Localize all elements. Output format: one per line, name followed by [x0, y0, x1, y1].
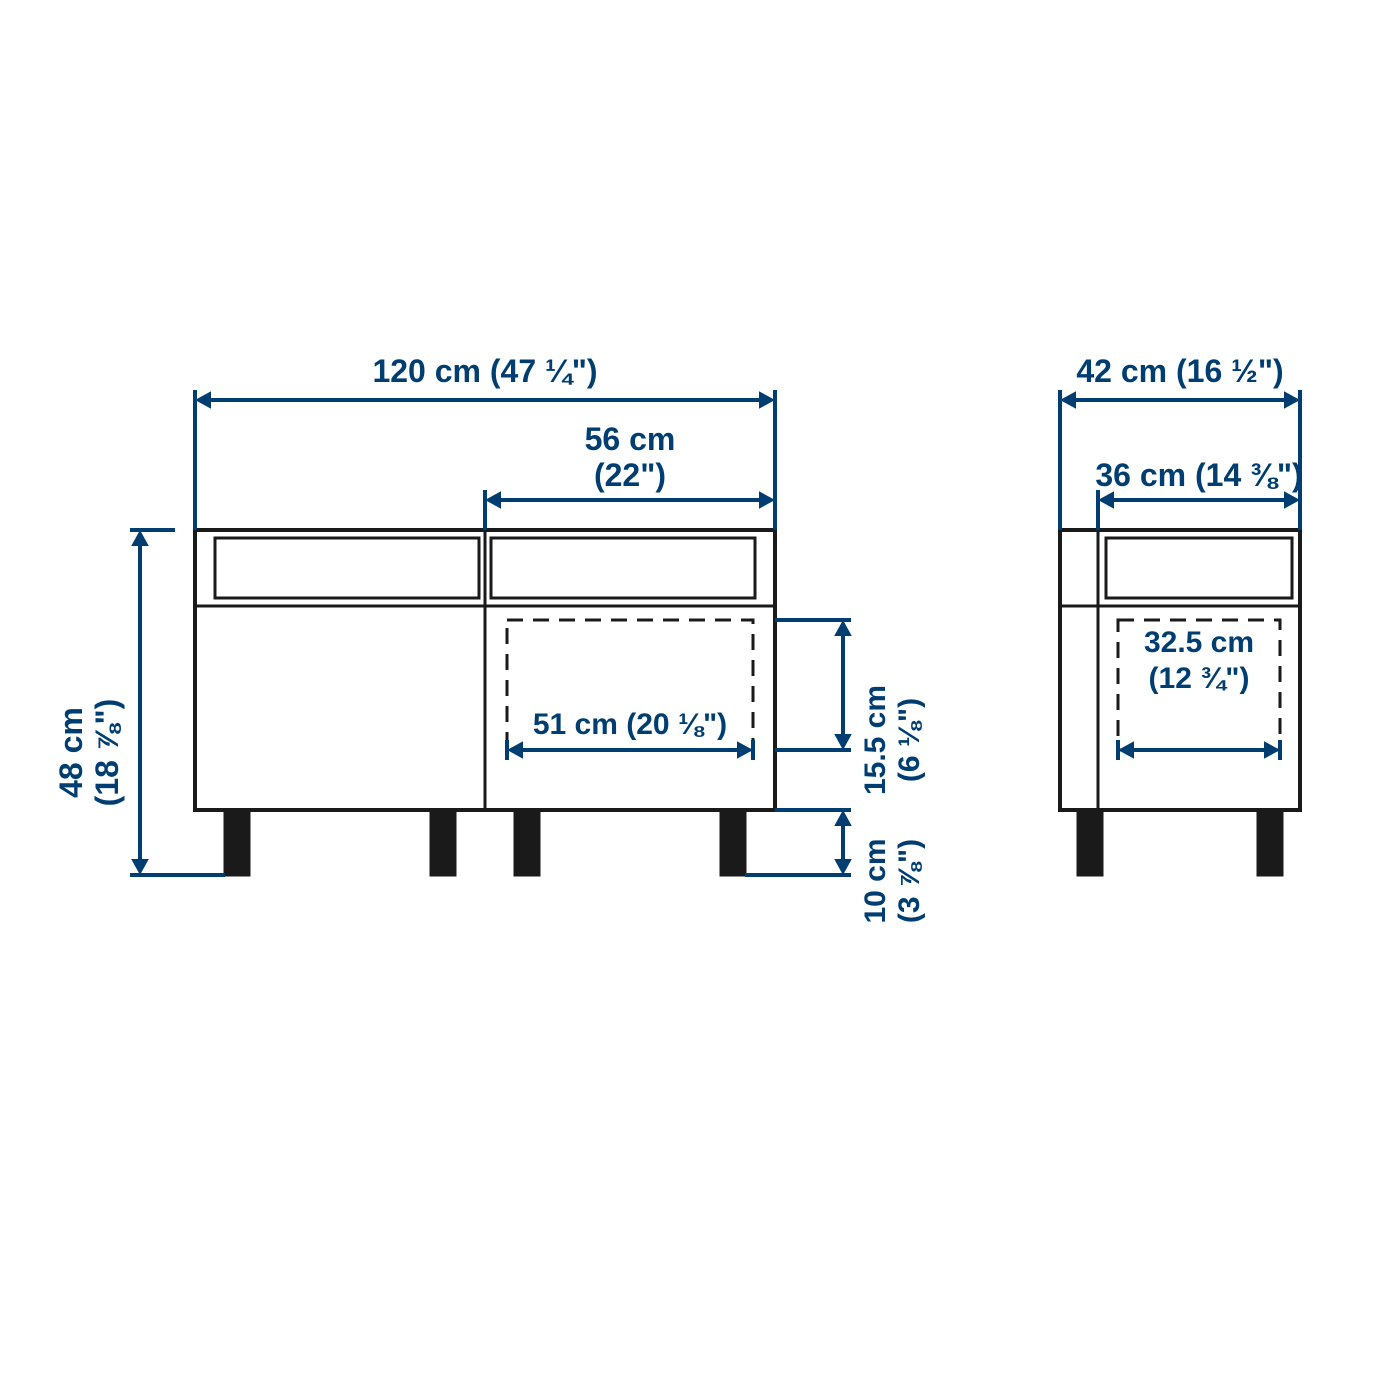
svg-text:56 cm: 56 cm: [585, 421, 676, 457]
svg-text:(3 ⅞"): (3 ⅞"): [893, 839, 926, 923]
svg-text:48 cm: 48 cm: [53, 707, 89, 798]
svg-text:10 cm: 10 cm: [859, 838, 892, 923]
svg-text:(12 ¾"): (12 ¾"): [1149, 662, 1250, 695]
svg-text:32.5 cm: 32.5 cm: [1144, 626, 1254, 659]
front-view: [195, 530, 775, 875]
side-view: [1060, 530, 1300, 875]
svg-text:42 cm (16 ½"): 42 cm (16 ½"): [1076, 353, 1283, 389]
svg-text:15.5 cm: 15.5 cm: [859, 685, 892, 795]
svg-text:(6 ⅛"): (6 ⅛"): [893, 698, 926, 782]
svg-text:(18 ⅞"): (18 ⅞"): [89, 699, 125, 807]
svg-text:51 cm (20 ⅛"): 51 cm (20 ⅛"): [533, 708, 727, 741]
svg-text:(22"): (22"): [594, 457, 666, 493]
svg-text:120 cm (47 ¼"): 120 cm (47 ¼"): [372, 353, 597, 389]
svg-text:36 cm (14 ⅜"): 36 cm (14 ⅜"): [1095, 457, 1302, 493]
